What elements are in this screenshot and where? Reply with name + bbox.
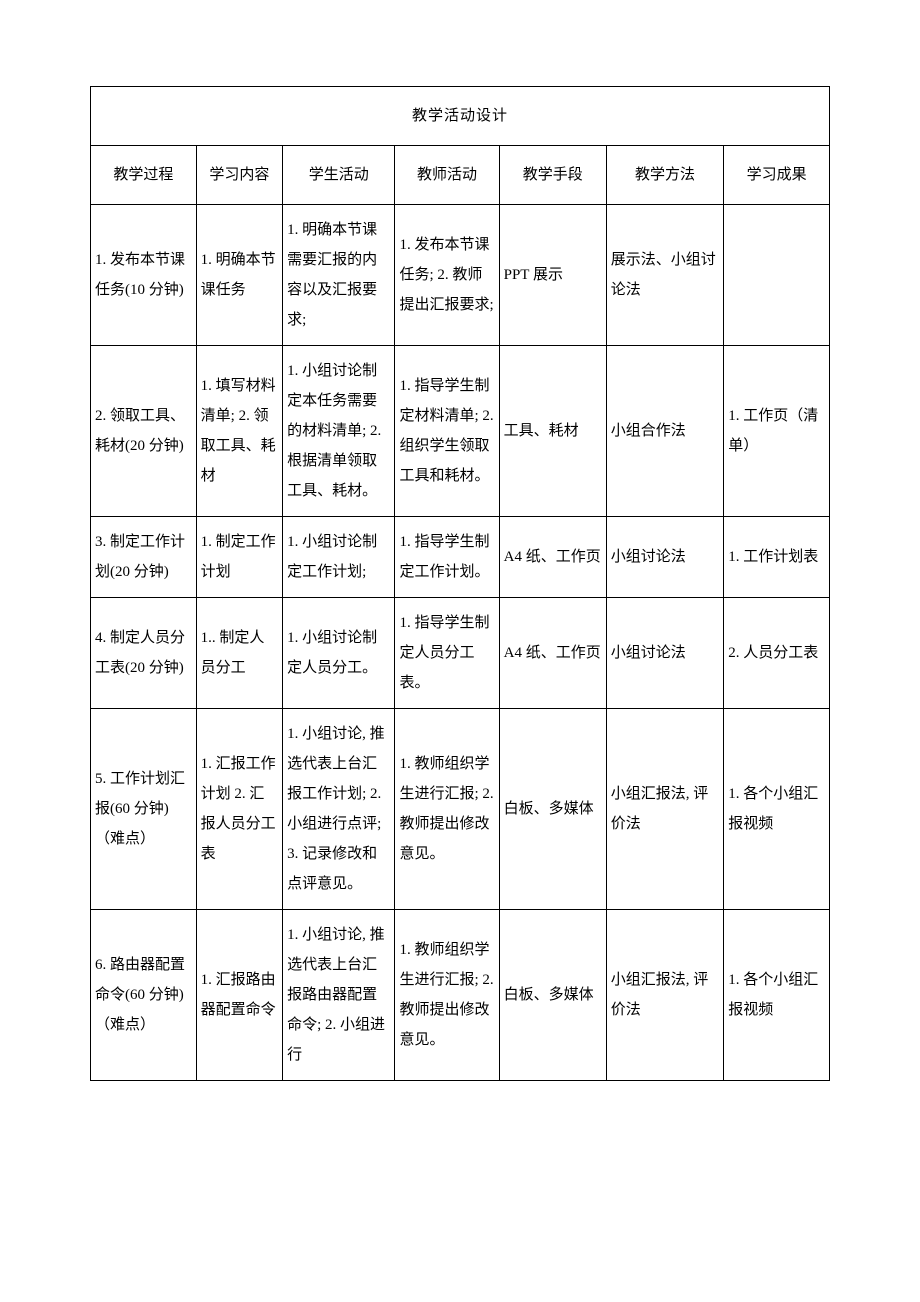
cell-result: 1. 各个小组汇报视频	[724, 709, 830, 910]
cell-result: 2. 人员分工表	[724, 598, 830, 709]
cell-means: 白板、多媒体	[499, 709, 606, 910]
cell-student: 1. 小组讨论, 推选代表上台汇报路由器配置命令; 2. 小组进行	[283, 910, 395, 1081]
header-teacher: 教师活动	[395, 146, 499, 205]
cell-method: 小组合作法	[606, 346, 724, 517]
table-row: 4. 制定人员分工表(20 分钟) 1.. 制定人员分工 1. 小组讨论制定人员…	[91, 598, 830, 709]
table-row: 3. 制定工作计划(20 分钟) 1. 制定工作计划 1. 小组讨论制定工作计划…	[91, 517, 830, 598]
cell-method: 小组讨论法	[606, 517, 724, 598]
cell-method: 展示法、小组讨论法	[606, 205, 724, 346]
table-row: 6. 路由器配置命令(60 分钟)（难点） 1. 汇报路由器配置命令 1. 小组…	[91, 910, 830, 1081]
cell-teacher: 1. 教师组织学生进行汇报; 2. 教师提出修改意见。	[395, 910, 499, 1081]
header-means: 教学手段	[499, 146, 606, 205]
header-result: 学习成果	[724, 146, 830, 205]
cell-means: PPT 展示	[499, 205, 606, 346]
cell-means: 工具、耗材	[499, 346, 606, 517]
teaching-activity-design-table: 教学活动设计 教学过程 学习内容 学生活动 教师活动 教学手段 教学方法 学习成…	[90, 86, 830, 1081]
cell-student: 1. 小组讨论制定工作计划;	[283, 517, 395, 598]
cell-process: 6. 路由器配置命令(60 分钟)（难点）	[91, 910, 197, 1081]
table-title: 教学活动设计	[91, 87, 830, 146]
cell-teacher: 1. 发布本节课任务; 2. 教师提出汇报要求;	[395, 205, 499, 346]
cell-means: 白板、多媒体	[499, 910, 606, 1081]
cell-teacher: 1. 指导学生制定材料清单; 2. 组织学生领取工具和耗材。	[395, 346, 499, 517]
header-content: 学习内容	[196, 146, 282, 205]
cell-result	[724, 205, 830, 346]
table-row: 1. 发布本节课任务(10 分钟) 1. 明确本节课任务 1. 明确本节课需要汇…	[91, 205, 830, 346]
cell-student: 1. 小组讨论制定本任务需要的材料清单; 2. 根据清单领取工具、耗材。	[283, 346, 395, 517]
header-method: 教学方法	[606, 146, 724, 205]
cell-process: 5. 工作计划汇报(60 分钟)（难点）	[91, 709, 197, 910]
cell-student: 1. 小组讨论制定人员分工。	[283, 598, 395, 709]
table-row: 5. 工作计划汇报(60 分钟)（难点） 1. 汇报工作计划 2. 汇报人员分工…	[91, 709, 830, 910]
table-header-row: 教学过程 学习内容 学生活动 教师活动 教学手段 教学方法 学习成果	[91, 146, 830, 205]
cell-method: 小组汇报法, 评价法	[606, 709, 724, 910]
cell-content: 1.. 制定人员分工	[196, 598, 282, 709]
table-row: 2. 领取工具、耗材(20 分钟) 1. 填写材料清单; 2. 领取工具、耗材 …	[91, 346, 830, 517]
cell-student: 1. 小组讨论, 推选代表上台汇报工作计划; 2. 小组进行点评; 3. 记录修…	[283, 709, 395, 910]
cell-result: 1. 各个小组汇报视频	[724, 910, 830, 1081]
cell-means: A4 纸、工作页	[499, 598, 606, 709]
header-process: 教学过程	[91, 146, 197, 205]
table-title-row: 教学活动设计	[91, 87, 830, 146]
cell-content: 1. 汇报工作计划 2. 汇报人员分工表	[196, 709, 282, 910]
cell-process: 1. 发布本节课任务(10 分钟)	[91, 205, 197, 346]
cell-process: 4. 制定人员分工表(20 分钟)	[91, 598, 197, 709]
cell-result: 1. 工作页（清单）	[724, 346, 830, 517]
cell-result: 1. 工作计划表	[724, 517, 830, 598]
cell-process: 2. 领取工具、耗材(20 分钟)	[91, 346, 197, 517]
cell-teacher: 1. 教师组织学生进行汇报; 2. 教师提出修改意见。	[395, 709, 499, 910]
cell-content: 1. 填写材料清单; 2. 领取工具、耗材	[196, 346, 282, 517]
cell-student: 1. 明确本节课需要汇报的内容以及汇报要求;	[283, 205, 395, 346]
cell-teacher: 1. 指导学生制定工作计划。	[395, 517, 499, 598]
cell-content: 1. 制定工作计划	[196, 517, 282, 598]
cell-teacher: 1. 指导学生制定人员分工表。	[395, 598, 499, 709]
cell-method: 小组讨论法	[606, 598, 724, 709]
cell-means: A4 纸、工作页	[499, 517, 606, 598]
cell-method: 小组汇报法, 评价法	[606, 910, 724, 1081]
cell-process: 3. 制定工作计划(20 分钟)	[91, 517, 197, 598]
cell-content: 1. 汇报路由器配置命令	[196, 910, 282, 1081]
header-student: 学生活动	[283, 146, 395, 205]
cell-content: 1. 明确本节课任务	[196, 205, 282, 346]
